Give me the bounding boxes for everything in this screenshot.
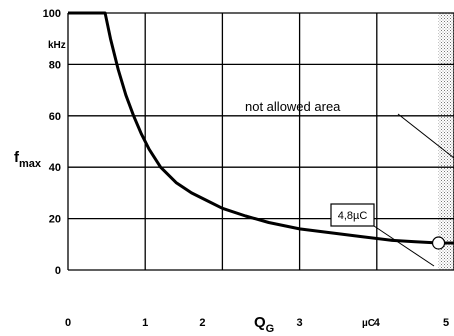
y-tick-label: 0 — [55, 265, 61, 277]
x-axis-label-sub: G — [266, 323, 275, 335]
y-axis-label-main: f — [14, 149, 20, 166]
grid — [67, 12, 454, 271]
x-tick-label: 5 — [443, 317, 449, 329]
x-axis-label: QG — [254, 314, 274, 335]
y-axis-label: fmax — [14, 149, 42, 170]
not-allowed-area-label: not allowed area — [245, 99, 341, 114]
annotation-box — [330, 203, 375, 227]
x-tick-label: 4 — [374, 317, 381, 329]
x-tick-labels: 0 1 2 3 4 5 — [65, 317, 449, 329]
y-tick-label: 60 — [49, 111, 61, 123]
y-axis-label-sub: max — [19, 158, 42, 170]
y-tick-label: 100 — [43, 8, 61, 20]
x-unit: µC — [362, 318, 375, 329]
y-tick-label: 40 — [49, 162, 61, 174]
x-tick-label: 0 — [65, 317, 71, 329]
y-tick-label: 20 — [49, 214, 61, 226]
not-allowed-region — [438, 13, 454, 270]
annotation-pointer — [373, 225, 435, 267]
y-unit: kHz — [48, 40, 66, 51]
y-tick-labels: 0 20 40 60 80 100 — [43, 8, 61, 277]
x-tick-label: 2 — [199, 317, 205, 329]
x-tick-label: 1 — [142, 317, 148, 329]
x-axis-label-main: Q — [254, 314, 266, 331]
y-tick-label: 80 — [49, 59, 61, 71]
marker-point — [431, 236, 446, 250]
annotation-4-8uc: 4,8µC — [338, 210, 368, 222]
fmax-curve — [68, 11, 454, 245]
not-allowed-pointer — [397, 113, 454, 159]
x-tick-label: 3 — [297, 317, 303, 329]
